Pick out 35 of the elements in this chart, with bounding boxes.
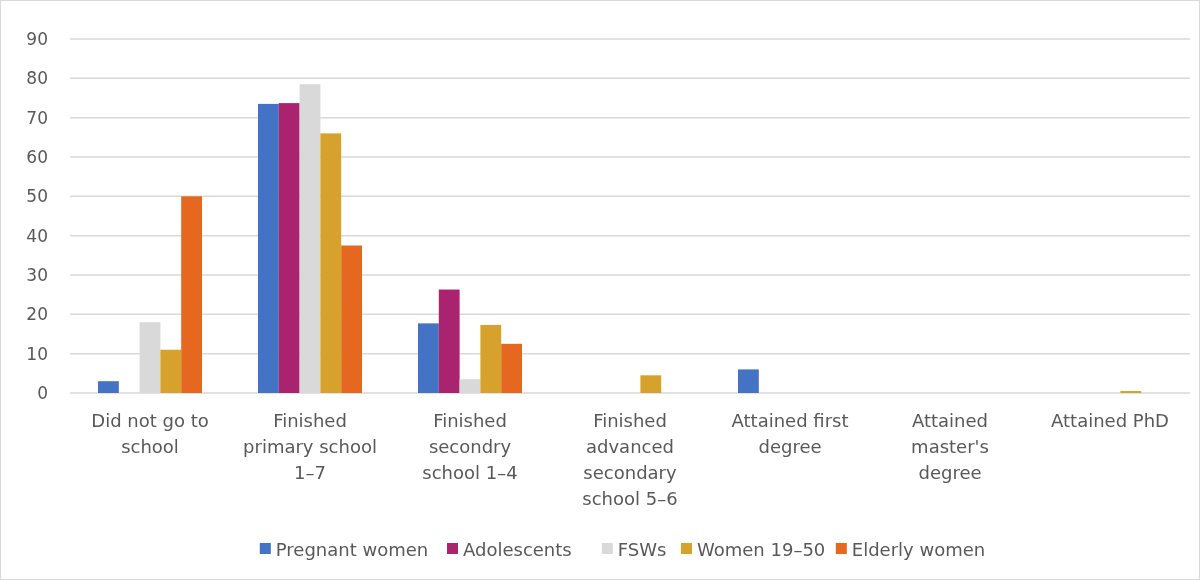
x-tick-label: Finished advanced secondary school 5–6 bbox=[582, 410, 678, 509]
x-tick-label: Attained first degree bbox=[731, 410, 849, 457]
legend-label: FSWs bbox=[617, 539, 667, 561]
x-tick-label: Finished secondry school 1–4 bbox=[422, 410, 518, 483]
x-tick-label: Did not go to school bbox=[91, 410, 209, 457]
bar bbox=[341, 245, 362, 393]
bar bbox=[160, 349, 182, 393]
x-tick-label: Attained PhD bbox=[1051, 410, 1169, 431]
y-tick-label: 90 bbox=[26, 28, 48, 49]
bar bbox=[418, 323, 439, 393]
y-tick-label: 20 bbox=[26, 304, 48, 325]
bar bbox=[640, 375, 662, 393]
bar bbox=[258, 103, 279, 393]
y-tick-label: 70 bbox=[26, 107, 48, 128]
bar bbox=[738, 369, 759, 393]
y-tick-label: 40 bbox=[26, 225, 48, 246]
bar bbox=[501, 343, 522, 393]
legend-label: Women 19–50 bbox=[697, 539, 826, 561]
y-tick-label: 10 bbox=[26, 343, 48, 364]
bar bbox=[181, 196, 202, 393]
y-tick-label: 80 bbox=[26, 68, 48, 89]
bar bbox=[438, 289, 460, 393]
bar bbox=[98, 381, 119, 393]
legend-label: Pregnant women bbox=[275, 539, 429, 561]
y-tick-label: 30 bbox=[26, 264, 48, 285]
y-tick-label: 0 bbox=[37, 382, 48, 403]
legend-label: Adolescents bbox=[463, 539, 572, 561]
bar bbox=[278, 103, 300, 393]
x-tick-label: Finished primary school 1–7 bbox=[243, 410, 377, 483]
bar bbox=[320, 133, 342, 393]
y-tick-label: 50 bbox=[26, 186, 48, 207]
legend-label: Elderly women bbox=[851, 539, 986, 561]
y-tick-label: 60 bbox=[26, 146, 48, 167]
x-tick-label: Attained master's degree bbox=[911, 410, 989, 483]
bar bbox=[480, 324, 502, 393]
